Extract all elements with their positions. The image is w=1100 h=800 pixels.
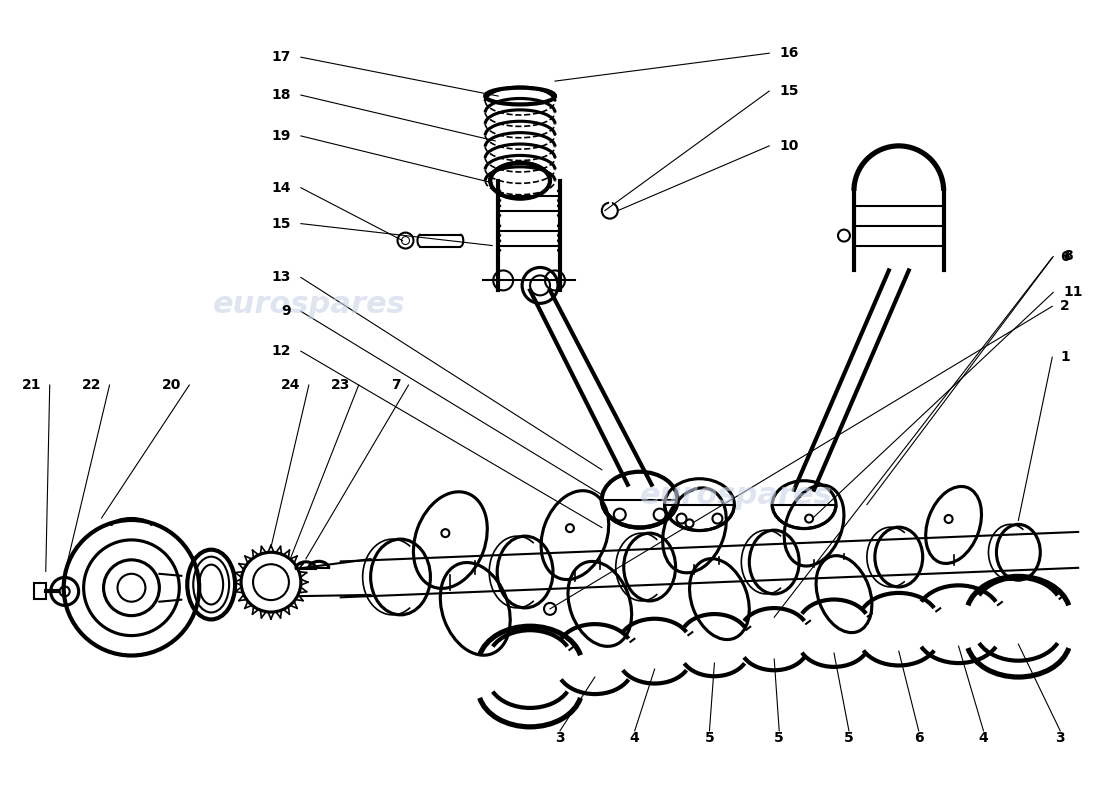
Text: 19: 19 bbox=[272, 129, 290, 143]
Text: 13: 13 bbox=[272, 270, 290, 285]
Text: 21: 21 bbox=[22, 378, 42, 392]
Text: 5: 5 bbox=[705, 731, 714, 745]
Text: 9: 9 bbox=[282, 304, 290, 318]
Text: 5: 5 bbox=[774, 731, 784, 745]
Text: 3: 3 bbox=[1055, 731, 1065, 745]
Text: 17: 17 bbox=[272, 50, 290, 64]
Text: 16: 16 bbox=[779, 46, 799, 60]
Text: 4: 4 bbox=[630, 731, 639, 745]
Circle shape bbox=[685, 519, 693, 527]
Text: 7: 7 bbox=[390, 378, 400, 392]
Text: 18: 18 bbox=[272, 88, 290, 102]
Text: eurospares: eurospares bbox=[212, 290, 405, 319]
Text: 23: 23 bbox=[331, 378, 351, 392]
Text: 2: 2 bbox=[1060, 299, 1070, 314]
Circle shape bbox=[441, 529, 450, 537]
Text: 22: 22 bbox=[82, 378, 101, 392]
Text: 12: 12 bbox=[272, 344, 290, 358]
Text: 8: 8 bbox=[1064, 250, 1072, 263]
Text: 3: 3 bbox=[556, 731, 564, 745]
Text: 10: 10 bbox=[779, 139, 799, 153]
Text: 11: 11 bbox=[1064, 286, 1082, 299]
Text: 15: 15 bbox=[272, 217, 290, 230]
Text: 24: 24 bbox=[282, 378, 301, 392]
Bar bbox=[34, 583, 46, 599]
Text: 6: 6 bbox=[1060, 250, 1070, 265]
Text: 4: 4 bbox=[979, 731, 989, 745]
Text: 1: 1 bbox=[1060, 350, 1070, 364]
Circle shape bbox=[565, 524, 574, 532]
Circle shape bbox=[805, 514, 813, 522]
Text: 20: 20 bbox=[162, 378, 182, 392]
Text: 5: 5 bbox=[844, 731, 854, 745]
Text: eurospares: eurospares bbox=[640, 481, 833, 510]
Text: 15: 15 bbox=[779, 84, 799, 98]
Text: 6: 6 bbox=[914, 731, 924, 745]
Text: 14: 14 bbox=[272, 181, 290, 194]
Circle shape bbox=[945, 515, 953, 523]
